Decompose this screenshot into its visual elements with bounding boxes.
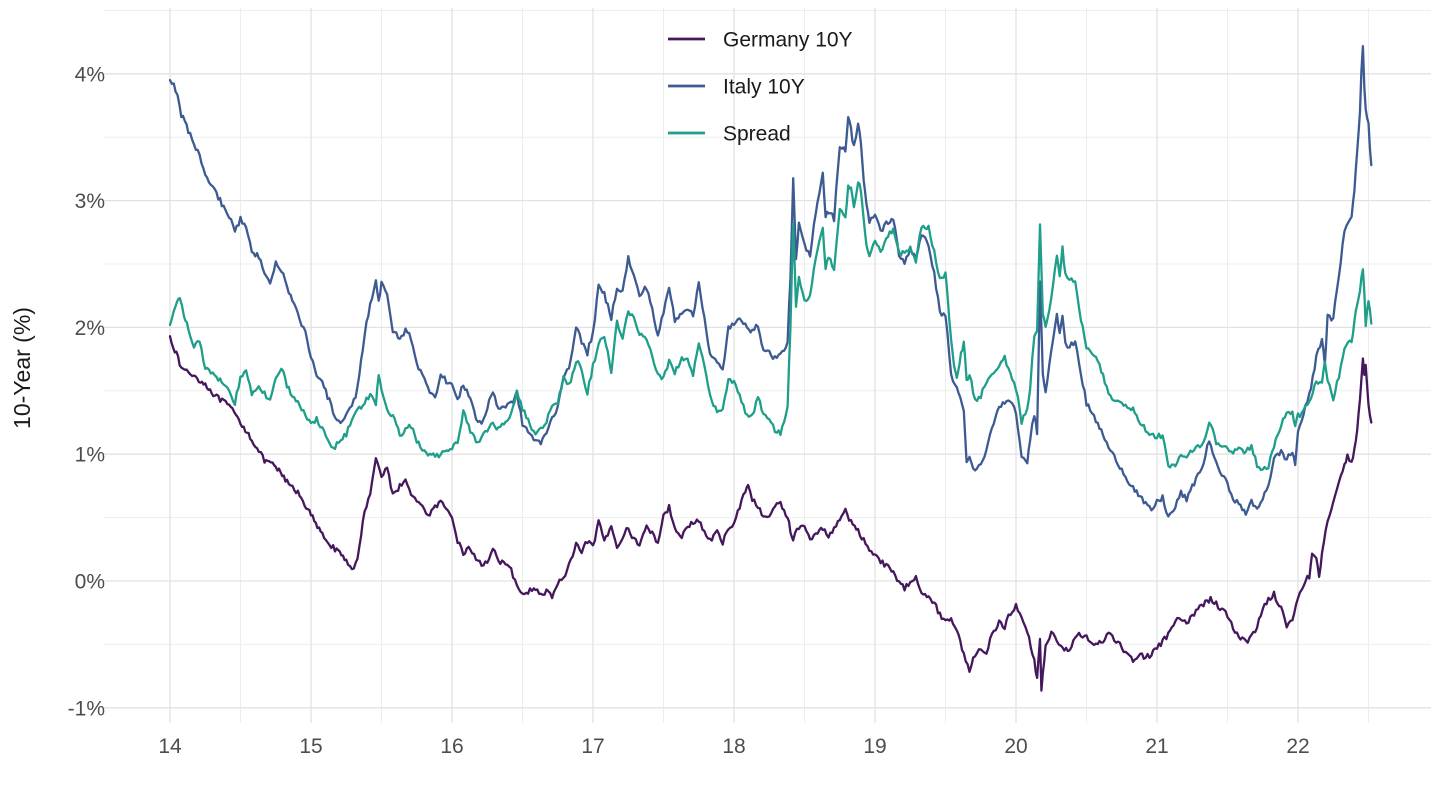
- x-tick-label-18: 18: [722, 735, 745, 758]
- series-line-germany-10y: [168, 335, 1373, 692]
- legend: Germany 10Y Italy 10Y Spread: [668, 29, 853, 146]
- series-lines: [168, 45, 1373, 692]
- legend-label-germany-10y: Germany 10Y: [723, 29, 853, 52]
- x-tick-label-14: 14: [158, 735, 182, 758]
- gridlines-major: [104, 8, 1431, 723]
- y-tick-label-0%: 0%: [75, 571, 105, 594]
- x-tick-label-17: 17: [581, 735, 604, 758]
- y-axis-title: 10-Year (%): [9, 307, 35, 429]
- y-tick-label-2%: 2%: [75, 317, 105, 340]
- legend-label-italy-10y: Italy 10Y: [723, 76, 805, 99]
- y-tick-label-4%: 4%: [75, 63, 105, 86]
- x-axis-tick-labels: 14 15 16 17 18 19 20 21 22: [158, 735, 1309, 758]
- x-tick-label-21: 21: [1145, 735, 1168, 758]
- series-line-spread: [168, 181, 1373, 472]
- y-axis-tick-labels: 4% 3% 2% 1% 0% -1%: [68, 63, 105, 720]
- x-tick-label-16: 16: [440, 735, 463, 758]
- y-tick-label-1%: 1%: [75, 444, 105, 467]
- x-tick-label-19: 19: [863, 735, 886, 758]
- x-tick-label-20: 20: [1004, 735, 1027, 758]
- x-tick-label-22: 22: [1286, 735, 1309, 758]
- y-tick-label-3%: 3%: [75, 190, 105, 213]
- gridlines-minor: [104, 8, 1431, 723]
- x-tick-label-15: 15: [299, 735, 322, 758]
- series-line-italy-10y: [168, 45, 1373, 518]
- y-tick-label--1%: -1%: [68, 697, 105, 720]
- legend-label-spread: Spread: [723, 123, 791, 146]
